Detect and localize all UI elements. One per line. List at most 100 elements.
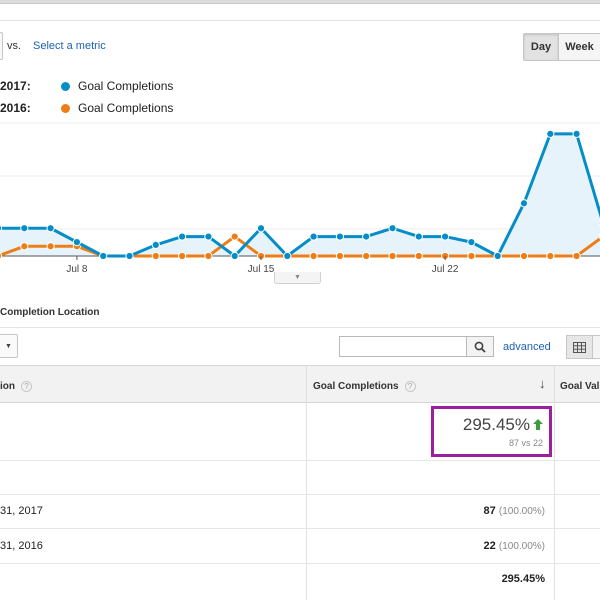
up-arrow-icon: [533, 419, 543, 430]
data-point: [230, 232, 239, 241]
period-toggle: Day Week: [523, 33, 600, 61]
data-point: [72, 238, 82, 247]
table-search-input[interactable]: [339, 336, 467, 357]
area-fill: [0, 133, 600, 256]
x-tick-label: Jul 8: [66, 264, 88, 275]
help-icon[interactable]: ?: [404, 381, 416, 392]
data-point: [493, 251, 502, 261]
data-point: [178, 232, 187, 241]
goal-completions-chart: Jul 8 Jul 15 Jul 22: [0, 122, 600, 275]
date-range-2017: 31, 2017: [0, 505, 43, 517]
data-point: [572, 129, 581, 138]
tab-completion-location[interactable]: Completion Location: [0, 307, 100, 318]
top-border: [0, 0, 600, 4]
data-point: [362, 251, 371, 261]
legend-year: 2017:: [0, 79, 31, 93]
data-point: [151, 240, 160, 249]
legend-dot-icon: [61, 103, 70, 113]
goal-share: (100.00%): [498, 541, 545, 552]
data-point: [335, 251, 344, 261]
table-row: 22 (100.00%): [484, 540, 545, 552]
row-divider: [0, 460, 600, 461]
data-point: [414, 251, 423, 261]
row-divider: [0, 563, 600, 564]
advanced-filter-link[interactable]: advanced: [503, 341, 551, 353]
column-divider: [554, 365, 555, 600]
sort-descending-icon[interactable]: ↓: [539, 376, 546, 391]
data-point: [388, 224, 397, 233]
data-point: [256, 224, 266, 233]
chart-collapse-toggle[interactable]: ▼: [274, 272, 321, 284]
data-point: [519, 199, 529, 208]
vs-label: vs.: [7, 40, 22, 52]
percent-change-value: 295.45%: [462, 415, 530, 434]
data-point: [414, 232, 423, 241]
secondary-dimension-dropdown[interactable]: ▼: [0, 334, 18, 358]
data-point: [230, 251, 239, 261]
goal-count: 87: [483, 505, 496, 517]
legend-2017: 2017: Goal Completions: [0, 79, 173, 93]
row-divider: [0, 494, 600, 495]
dimension-column-header[interactable]: ion ?: [0, 381, 32, 392]
data-point: [46, 224, 55, 233]
data-point: [309, 251, 318, 261]
series-line: [0, 132, 600, 258]
goal-value-column-header[interactable]: Goal Val: [560, 381, 599, 392]
goal-share: (100.00%): [498, 506, 545, 517]
tab-divider: [0, 327, 600, 328]
data-point: [519, 251, 529, 261]
data-point: [46, 242, 55, 251]
data-point: [546, 129, 555, 138]
data-point: [283, 251, 292, 261]
panel-border: [0, 20, 600, 21]
week-button[interactable]: Week: [559, 33, 600, 61]
goal-count: 22: [483, 540, 496, 552]
goal-completions-column-header[interactable]: Goal Completions ?: [313, 381, 416, 392]
goal-value-header-label: Goal Val: [560, 381, 600, 392]
data-point: [546, 251, 555, 261]
data-point: [362, 232, 371, 241]
search-icon: [474, 341, 486, 353]
data-point: [388, 251, 397, 261]
x-tick-label: Jul 22: [432, 264, 459, 275]
data-point: [0, 224, 3, 232]
day-button[interactable]: Day: [523, 33, 559, 61]
data-point: [572, 251, 581, 261]
data-point: [125, 251, 134, 261]
data-point: [467, 238, 476, 247]
percentage-view-button[interactable]: [593, 335, 600, 359]
legend-label: Goal Completions: [78, 79, 174, 93]
table-header: [0, 365, 600, 403]
date-range-2016: 31, 2016: [0, 540, 43, 552]
x-tick-label: Jul 15: [248, 264, 275, 275]
data-point: [204, 251, 213, 261]
goal-completions-header-label: Goal Completions: [313, 381, 399, 392]
legend-label: Goal Completions: [78, 101, 174, 115]
data-point: [0, 252, 3, 260]
legend-year: 2016:: [0, 101, 31, 115]
comparison-values: 87 vs 22: [508, 438, 543, 448]
table-view-button[interactable]: [566, 335, 593, 359]
help-icon[interactable]: ?: [21, 381, 32, 392]
metric-selector[interactable]: [0, 32, 3, 60]
data-point: [151, 251, 160, 261]
grid-icon: [573, 341, 586, 353]
data-point: [309, 232, 318, 241]
data-point: [99, 251, 108, 261]
change-total-value: 295.45%: [501, 573, 545, 585]
data-point: [441, 232, 450, 241]
data-point: [20, 242, 29, 251]
row-divider: [0, 528, 600, 529]
table-row: 87 (100.00%): [484, 505, 545, 517]
data-point: [204, 232, 213, 241]
legend-2016: 2016: Goal Completions: [0, 101, 173, 115]
data-point: [467, 251, 476, 261]
select-metric-link[interactable]: Select a metric: [33, 40, 106, 52]
delta-highlight-box: [431, 406, 552, 457]
change-total: 295.45%: [502, 573, 545, 585]
column-divider: [306, 365, 307, 600]
data-point: [178, 251, 187, 261]
data-point: [20, 224, 29, 233]
search-button[interactable]: [467, 336, 494, 357]
legend-dot-icon: [61, 81, 70, 91]
